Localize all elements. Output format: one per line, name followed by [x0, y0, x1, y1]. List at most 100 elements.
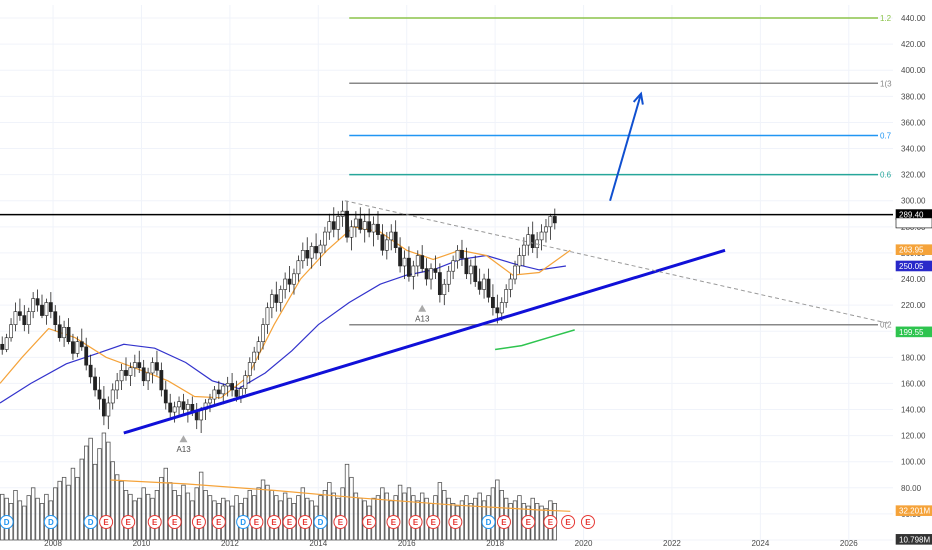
candle-body — [340, 210, 345, 217]
event-label: E — [585, 518, 591, 527]
event-label: E — [126, 518, 132, 527]
candle-body — [358, 218, 363, 230]
event-label: E — [216, 518, 222, 527]
x-tick-label: 2024 — [751, 539, 769, 548]
candle-body — [84, 346, 89, 366]
candle-body — [433, 268, 438, 273]
price-tag-label: 288.75 — [899, 219, 924, 228]
candle-body — [101, 398, 106, 417]
candle-body — [230, 383, 234, 391]
event-label: D — [4, 518, 10, 527]
candle-body — [163, 389, 168, 404]
volume-bar — [344, 463, 350, 541]
event-badge — [333, 515, 348, 529]
candle-body — [106, 402, 111, 417]
volume-bar — [114, 474, 120, 541]
volume-bar — [119, 480, 124, 541]
candle-body — [115, 380, 120, 391]
fib-label: 0.7 — [880, 131, 892, 140]
candle-body — [194, 411, 199, 421]
candle-body — [75, 341, 80, 354]
candle-body — [62, 327, 67, 339]
event-badge — [83, 515, 98, 529]
volume-bar — [265, 484, 270, 541]
volume-bar — [13, 490, 18, 541]
volume-bar — [57, 480, 62, 541]
fib-levels: 1.2 1(3 0.7 0.6 0(2 — [349, 14, 892, 330]
volume-bar — [464, 495, 469, 541]
candle-body — [225, 383, 230, 387]
candle-body — [521, 244, 526, 256]
volume-bar — [247, 490, 252, 541]
candle-body — [13, 311, 18, 325]
price-tag — [895, 217, 932, 229]
y-tick-label: 340.00 — [901, 145, 926, 154]
candle-body — [353, 218, 358, 228]
y-tick-label: 160.00 — [901, 379, 926, 388]
candle-body — [79, 341, 84, 348]
volume-bar — [39, 503, 45, 541]
projection-arrow — [609, 93, 642, 202]
event-badge — [313, 515, 328, 529]
candle-body — [486, 278, 491, 298]
event-label: D — [48, 518, 54, 527]
price-tag — [895, 244, 932, 255]
event-badge — [121, 515, 136, 529]
candle-body — [508, 278, 513, 290]
event-label: E — [302, 518, 308, 527]
candle-body — [71, 341, 75, 354]
triangle-marker-icon — [418, 304, 427, 312]
event-badge — [298, 515, 313, 529]
candle-body — [460, 250, 464, 259]
x-tick-label: 2008 — [44, 539, 62, 548]
y-tick-label: 180.00 — [901, 353, 926, 362]
x-tick-label: 2010 — [133, 539, 151, 548]
candle-body — [442, 283, 447, 295]
candle-body — [305, 250, 310, 259]
volume-bar — [539, 505, 544, 541]
y-tick-label: 400.00 — [901, 66, 926, 75]
candle-body — [53, 311, 58, 325]
volume-bar — [79, 458, 84, 541]
volume-bar — [353, 492, 359, 541]
event-label: E — [431, 518, 437, 527]
volume-bar — [163, 467, 168, 541]
volume-bar — [159, 476, 164, 541]
candle-body — [44, 302, 49, 316]
event-badge — [211, 515, 226, 529]
candle-body — [119, 370, 124, 382]
y-tick-label: 240.00 — [901, 275, 926, 284]
candle-body — [57, 324, 62, 339]
candle-body — [393, 231, 398, 249]
candle-body — [159, 370, 164, 391]
candle-body — [296, 260, 301, 275]
candle-body — [239, 388, 243, 397]
candle-body — [278, 289, 283, 303]
fib-label: 1(3 — [880, 79, 892, 88]
volume-bar — [490, 487, 496, 541]
candle-body — [66, 327, 71, 342]
volume-bar — [106, 441, 111, 541]
candles — [0, 200, 557, 433]
candle-body — [451, 260, 456, 272]
volume-bar — [66, 484, 71, 541]
candle-body — [150, 362, 155, 374]
volume-bar — [198, 471, 204, 541]
candle-body — [504, 289, 509, 303]
volume-bar — [331, 492, 336, 541]
fib-label: 0(2 — [880, 321, 892, 330]
event-badge — [386, 515, 401, 529]
event-badge — [43, 515, 58, 529]
candle-body — [499, 302, 504, 314]
candle-body — [345, 210, 349, 238]
volume-bar — [207, 495, 213, 541]
candle-body — [172, 406, 177, 413]
price-tag — [895, 260, 932, 272]
event-label: D — [486, 518, 492, 527]
volume-bar — [17, 500, 23, 541]
volume-bar — [185, 492, 191, 541]
volume-bar — [256, 487, 261, 541]
candle-body — [40, 304, 44, 316]
candle-body — [380, 234, 385, 251]
